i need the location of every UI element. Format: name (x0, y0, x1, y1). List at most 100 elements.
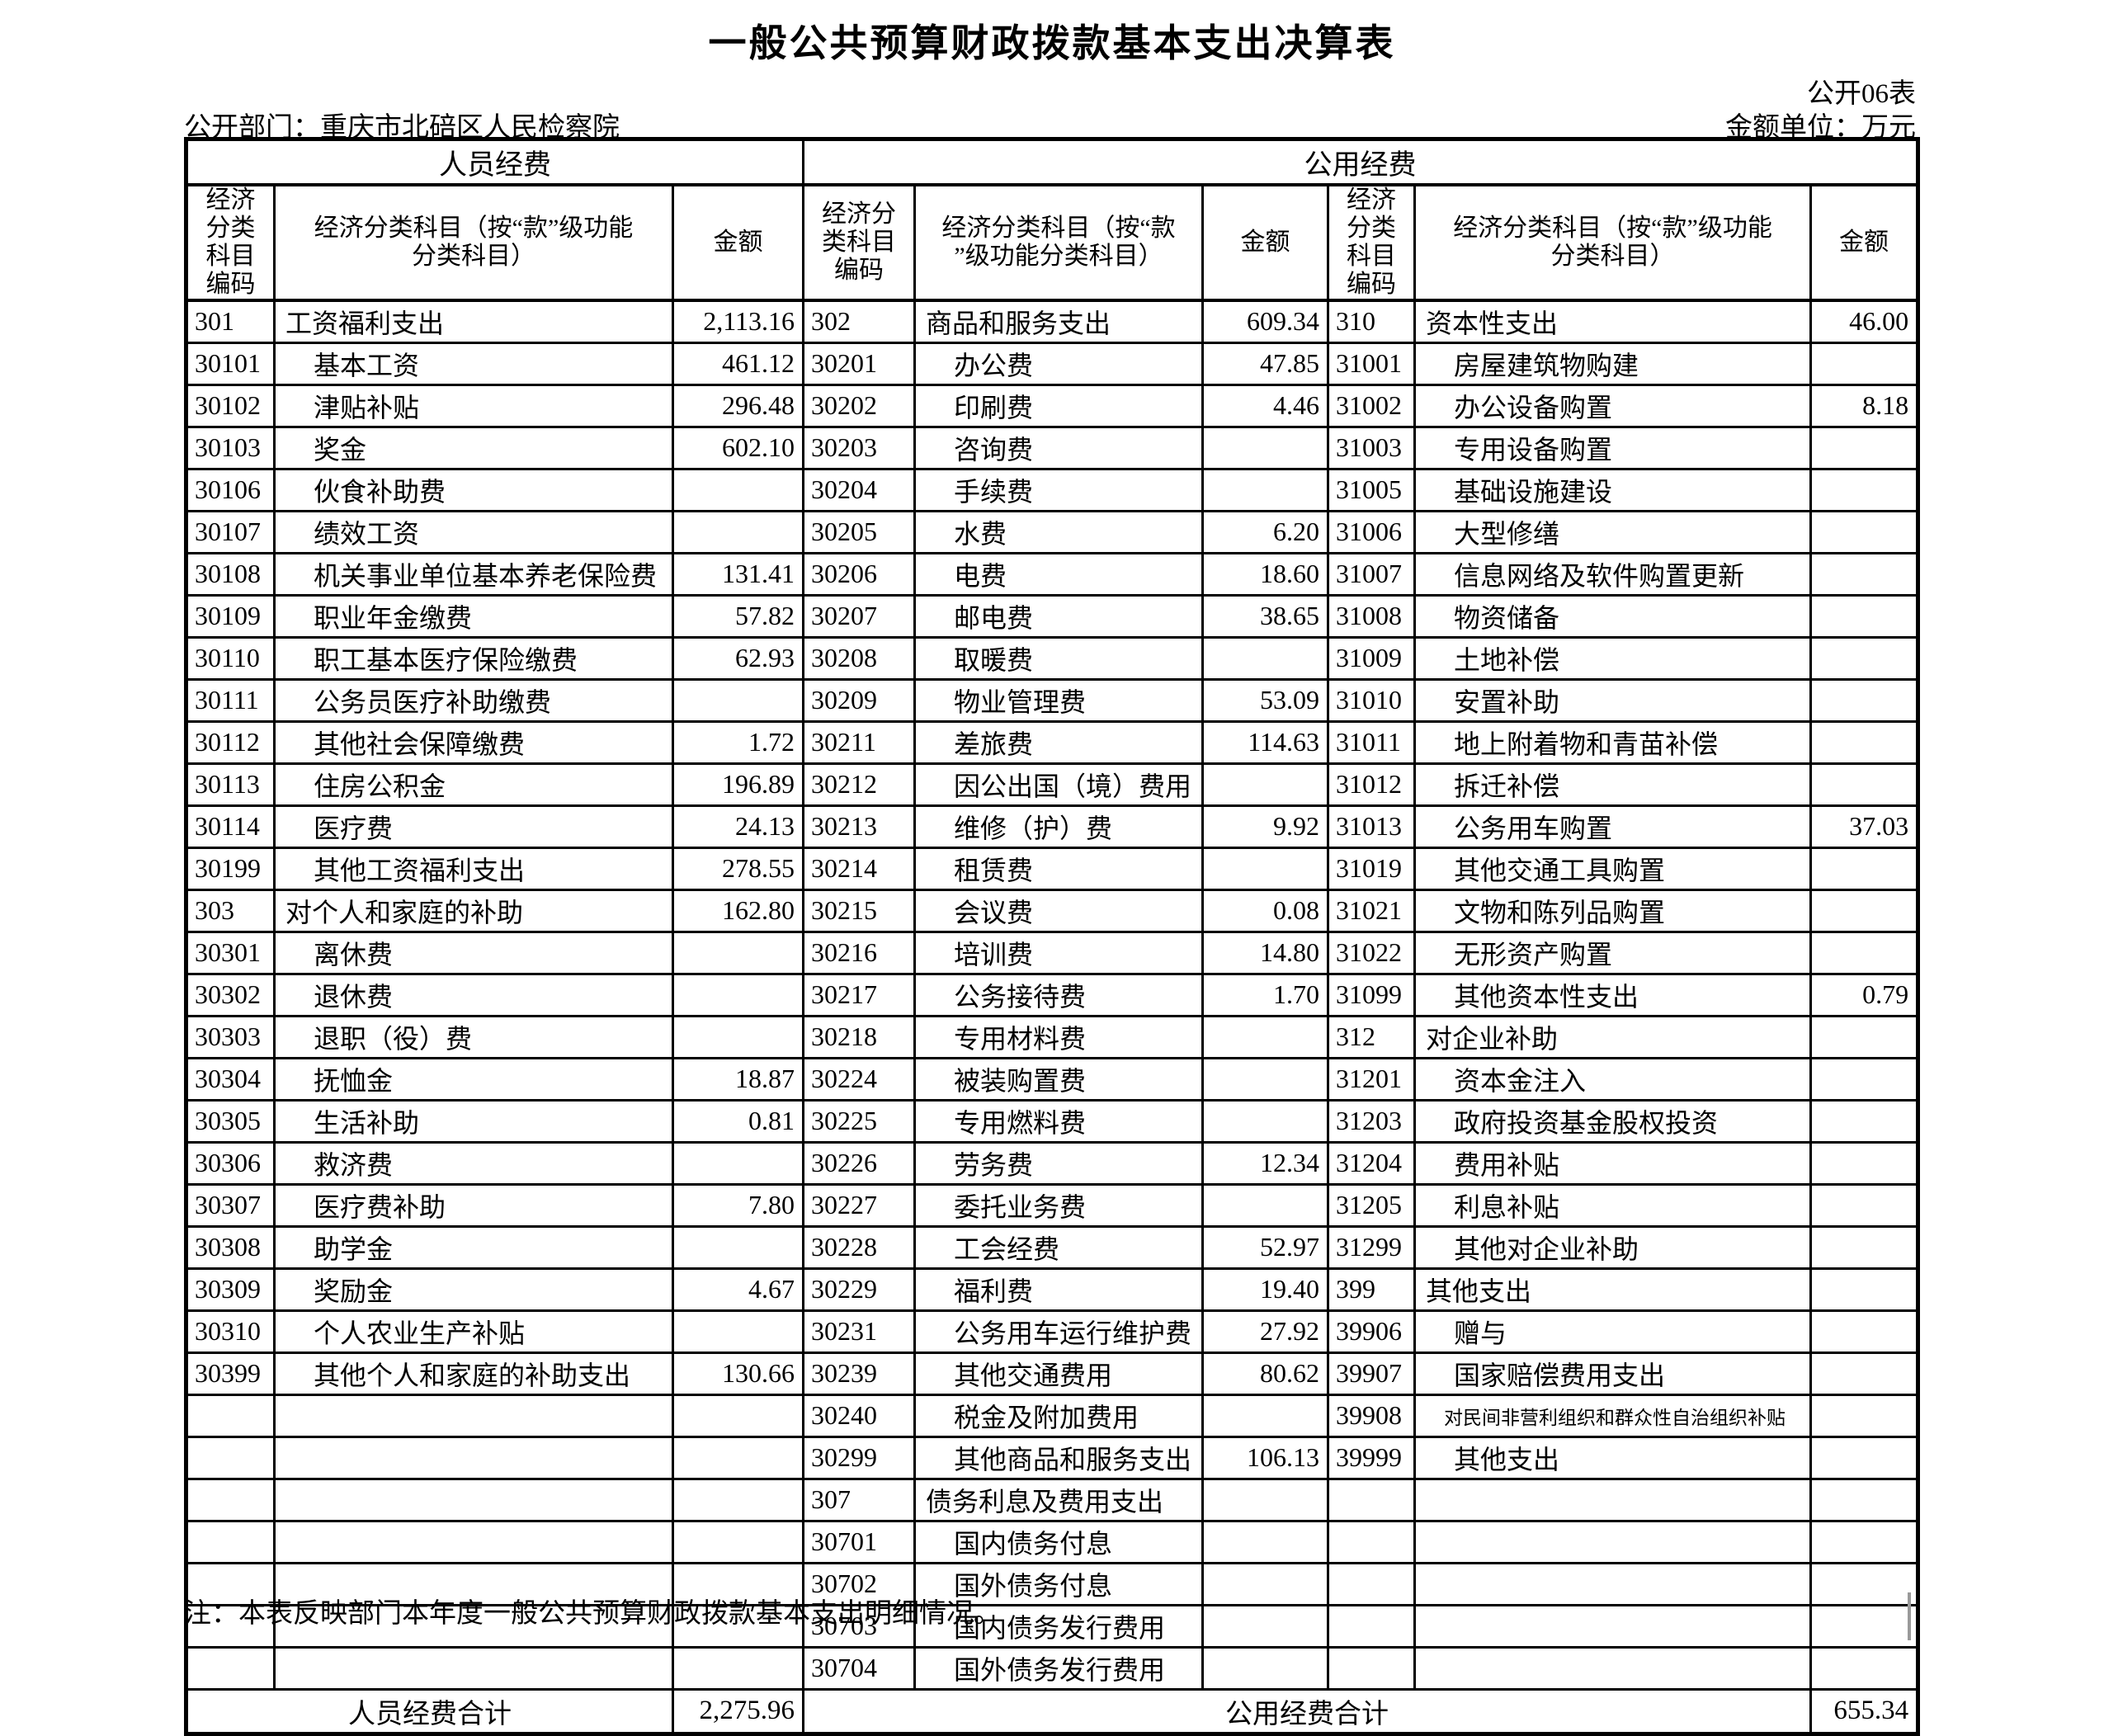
subject-cell: 拆迁补偿 (1413, 762, 1813, 807)
subject-cell: 助学金 (273, 1224, 674, 1270)
subject-cell (1413, 1561, 1813, 1606)
code-cell: 31008 (1327, 593, 1417, 639)
table-row: 30399 其他个人和家庭的补助支出 130.66 30239 其他交通费用 80.62 3… (185, 1351, 1920, 1396)
amount-cell: 6.20 (1201, 509, 1330, 554)
subject-cell: 信息网络及软件购置更新 (1413, 551, 1813, 597)
amount-cell: 7.80 (671, 1182, 805, 1228)
amount-cell (671, 1014, 805, 1059)
code-cell: 30114 (185, 804, 276, 849)
amount-cell: 80.62 (1201, 1351, 1330, 1396)
code-cell: 31205 (1327, 1182, 1417, 1228)
code-cell: 31204 (1327, 1140, 1417, 1186)
amount-cell (1809, 425, 1920, 470)
amount-cell: 4.46 (1201, 383, 1330, 428)
subject-cell: 医疗费 (273, 804, 674, 849)
code-cell: 312 (1327, 1014, 1417, 1059)
amount-cell: 1.70 (1201, 972, 1330, 1017)
subject-cell: 其他对企业补助 (1413, 1224, 1813, 1270)
subject-cell: 生活补助 (273, 1098, 674, 1144)
code-cell: 30307 (185, 1182, 276, 1228)
page-title: 一般公共预算财政拨款基本支出决算表 (708, 21, 1396, 64)
subject-cell (1413, 1477, 1813, 1522)
code-cell: 30213 (802, 804, 917, 849)
amount-cell: 196.89 (671, 762, 805, 807)
amount-cell (1201, 1393, 1330, 1438)
subject-cell: 培训费 (913, 930, 1205, 975)
amount-cell (671, 1645, 805, 1691)
amount-cell (1201, 1519, 1330, 1564)
code-cell: 30399 (185, 1351, 276, 1396)
code-cell: 31009 (1327, 635, 1417, 681)
code-cell: 30218 (802, 1014, 917, 1059)
header-amount-col: 金额 (1809, 183, 1920, 302)
subject-cell: 对个人和家庭的补助 (273, 888, 674, 933)
amount-cell (1809, 677, 1920, 723)
amount-cell (1201, 762, 1330, 807)
amount-cell (1201, 1477, 1330, 1522)
header-amount-col: 金额 (1201, 183, 1330, 302)
header-code-col: 经济分类科目编码 (185, 183, 276, 302)
subject-cell: 国内债务发行费用 (913, 1603, 1205, 1649)
subject-cell: 物资储备 (1413, 593, 1813, 639)
amount-cell: 47.85 (1201, 341, 1330, 386)
code-cell: 30240 (802, 1393, 917, 1438)
subject-cell: 专用燃料费 (913, 1098, 1205, 1144)
table-row: 30107 绩效工资 30205 水费 6.20 31006 大型修缮 (185, 509, 1920, 554)
code-cell (1327, 1561, 1417, 1606)
amount-cell (1809, 1561, 1920, 1606)
amount-cell (1809, 1351, 1920, 1396)
subject-cell: 资本性支出 (1413, 299, 1813, 344)
subject-cell: 对企业补助 (1413, 1014, 1813, 1059)
subject-cell: 国外债务付息 (913, 1561, 1205, 1606)
subject-cell: 无形资产购置 (1413, 930, 1813, 975)
code-cell: 31002 (1327, 383, 1417, 428)
table-row: 301 工资福利支出 2,113.16 302 商品和服务支出 609.34 310 资本性支… (185, 299, 1920, 344)
amount-cell (1809, 1014, 1920, 1059)
table-row: 30101 基本工资 461.12 30201 办公费 47.85 31001 房屋建筑物购建 (185, 341, 1920, 386)
subject-cell: 工会经费 (913, 1224, 1205, 1270)
subject-cell: 其他商品和服务支出 (913, 1435, 1205, 1480)
subject-cell (273, 1477, 674, 1522)
subject-cell: 其他社会保障缴费 (273, 719, 674, 765)
amount-cell (671, 1309, 805, 1354)
table-row: 30302 退休费 30217 公务接待费 1.70 31099 其他资本性支出 0.79 (185, 972, 1920, 1017)
table-row: 30102 津贴补贴 296.48 30202 印刷费 4.46 31002 办公设备购置 8.… (185, 383, 1920, 428)
code-cell (1327, 1519, 1417, 1564)
subject-cell: 职工基本医疗保险缴费 (273, 635, 674, 681)
amount-cell (1809, 888, 1920, 933)
amount-cell (1809, 1477, 1920, 1522)
code-cell: 30703 (802, 1603, 917, 1649)
code-cell (185, 1603, 276, 1649)
table-row: 30308 助学金 30228 工会经费 52.97 31299 其他对企业补助 (185, 1224, 1920, 1270)
code-cell: 30201 (802, 341, 917, 386)
table-row: 307 债务利息及费用支出 (185, 1477, 1920, 1522)
code-cell: 31021 (1327, 888, 1417, 933)
subject-cell: 抚恤金 (273, 1056, 674, 1102)
amount-cell: 162.80 (671, 888, 805, 933)
subject-cell (273, 1645, 674, 1691)
code-cell: 307 (802, 1477, 917, 1522)
amount-cell (1809, 930, 1920, 975)
subject-cell (273, 1435, 674, 1480)
table-row: 30307 医疗费补助 7.80 30227 委托业务费 31205 利息补贴 (185, 1182, 1920, 1228)
code-cell: 30102 (185, 383, 276, 428)
code-cell: 30702 (802, 1561, 917, 1606)
subject-cell: 委托业务费 (913, 1182, 1205, 1228)
subject-cell: 救济费 (273, 1140, 674, 1186)
amount-cell: 52.97 (1201, 1224, 1330, 1270)
table-row: 30109 职业年金缴费 57.82 30207 邮电费 38.65 31008 物资储备 (185, 593, 1920, 639)
amount-cell (1809, 635, 1920, 681)
amount-cell (1809, 1393, 1920, 1438)
amount-cell: 1.72 (671, 719, 805, 765)
amount-cell (1201, 1182, 1330, 1228)
amount-cell (1201, 467, 1330, 512)
subject-cell (273, 1561, 674, 1606)
code-cell (185, 1645, 276, 1691)
amount-cell: 46.00 (1809, 299, 1920, 344)
subject-cell: 工资福利支出 (273, 299, 674, 344)
code-cell: 30303 (185, 1014, 276, 1059)
subject-cell: 因公出国（境）费用 (913, 762, 1205, 807)
subject-cell: 维修（护）费 (913, 804, 1205, 849)
amount-cell: 296.48 (671, 383, 805, 428)
amount-cell: 106.13 (1201, 1435, 1330, 1480)
